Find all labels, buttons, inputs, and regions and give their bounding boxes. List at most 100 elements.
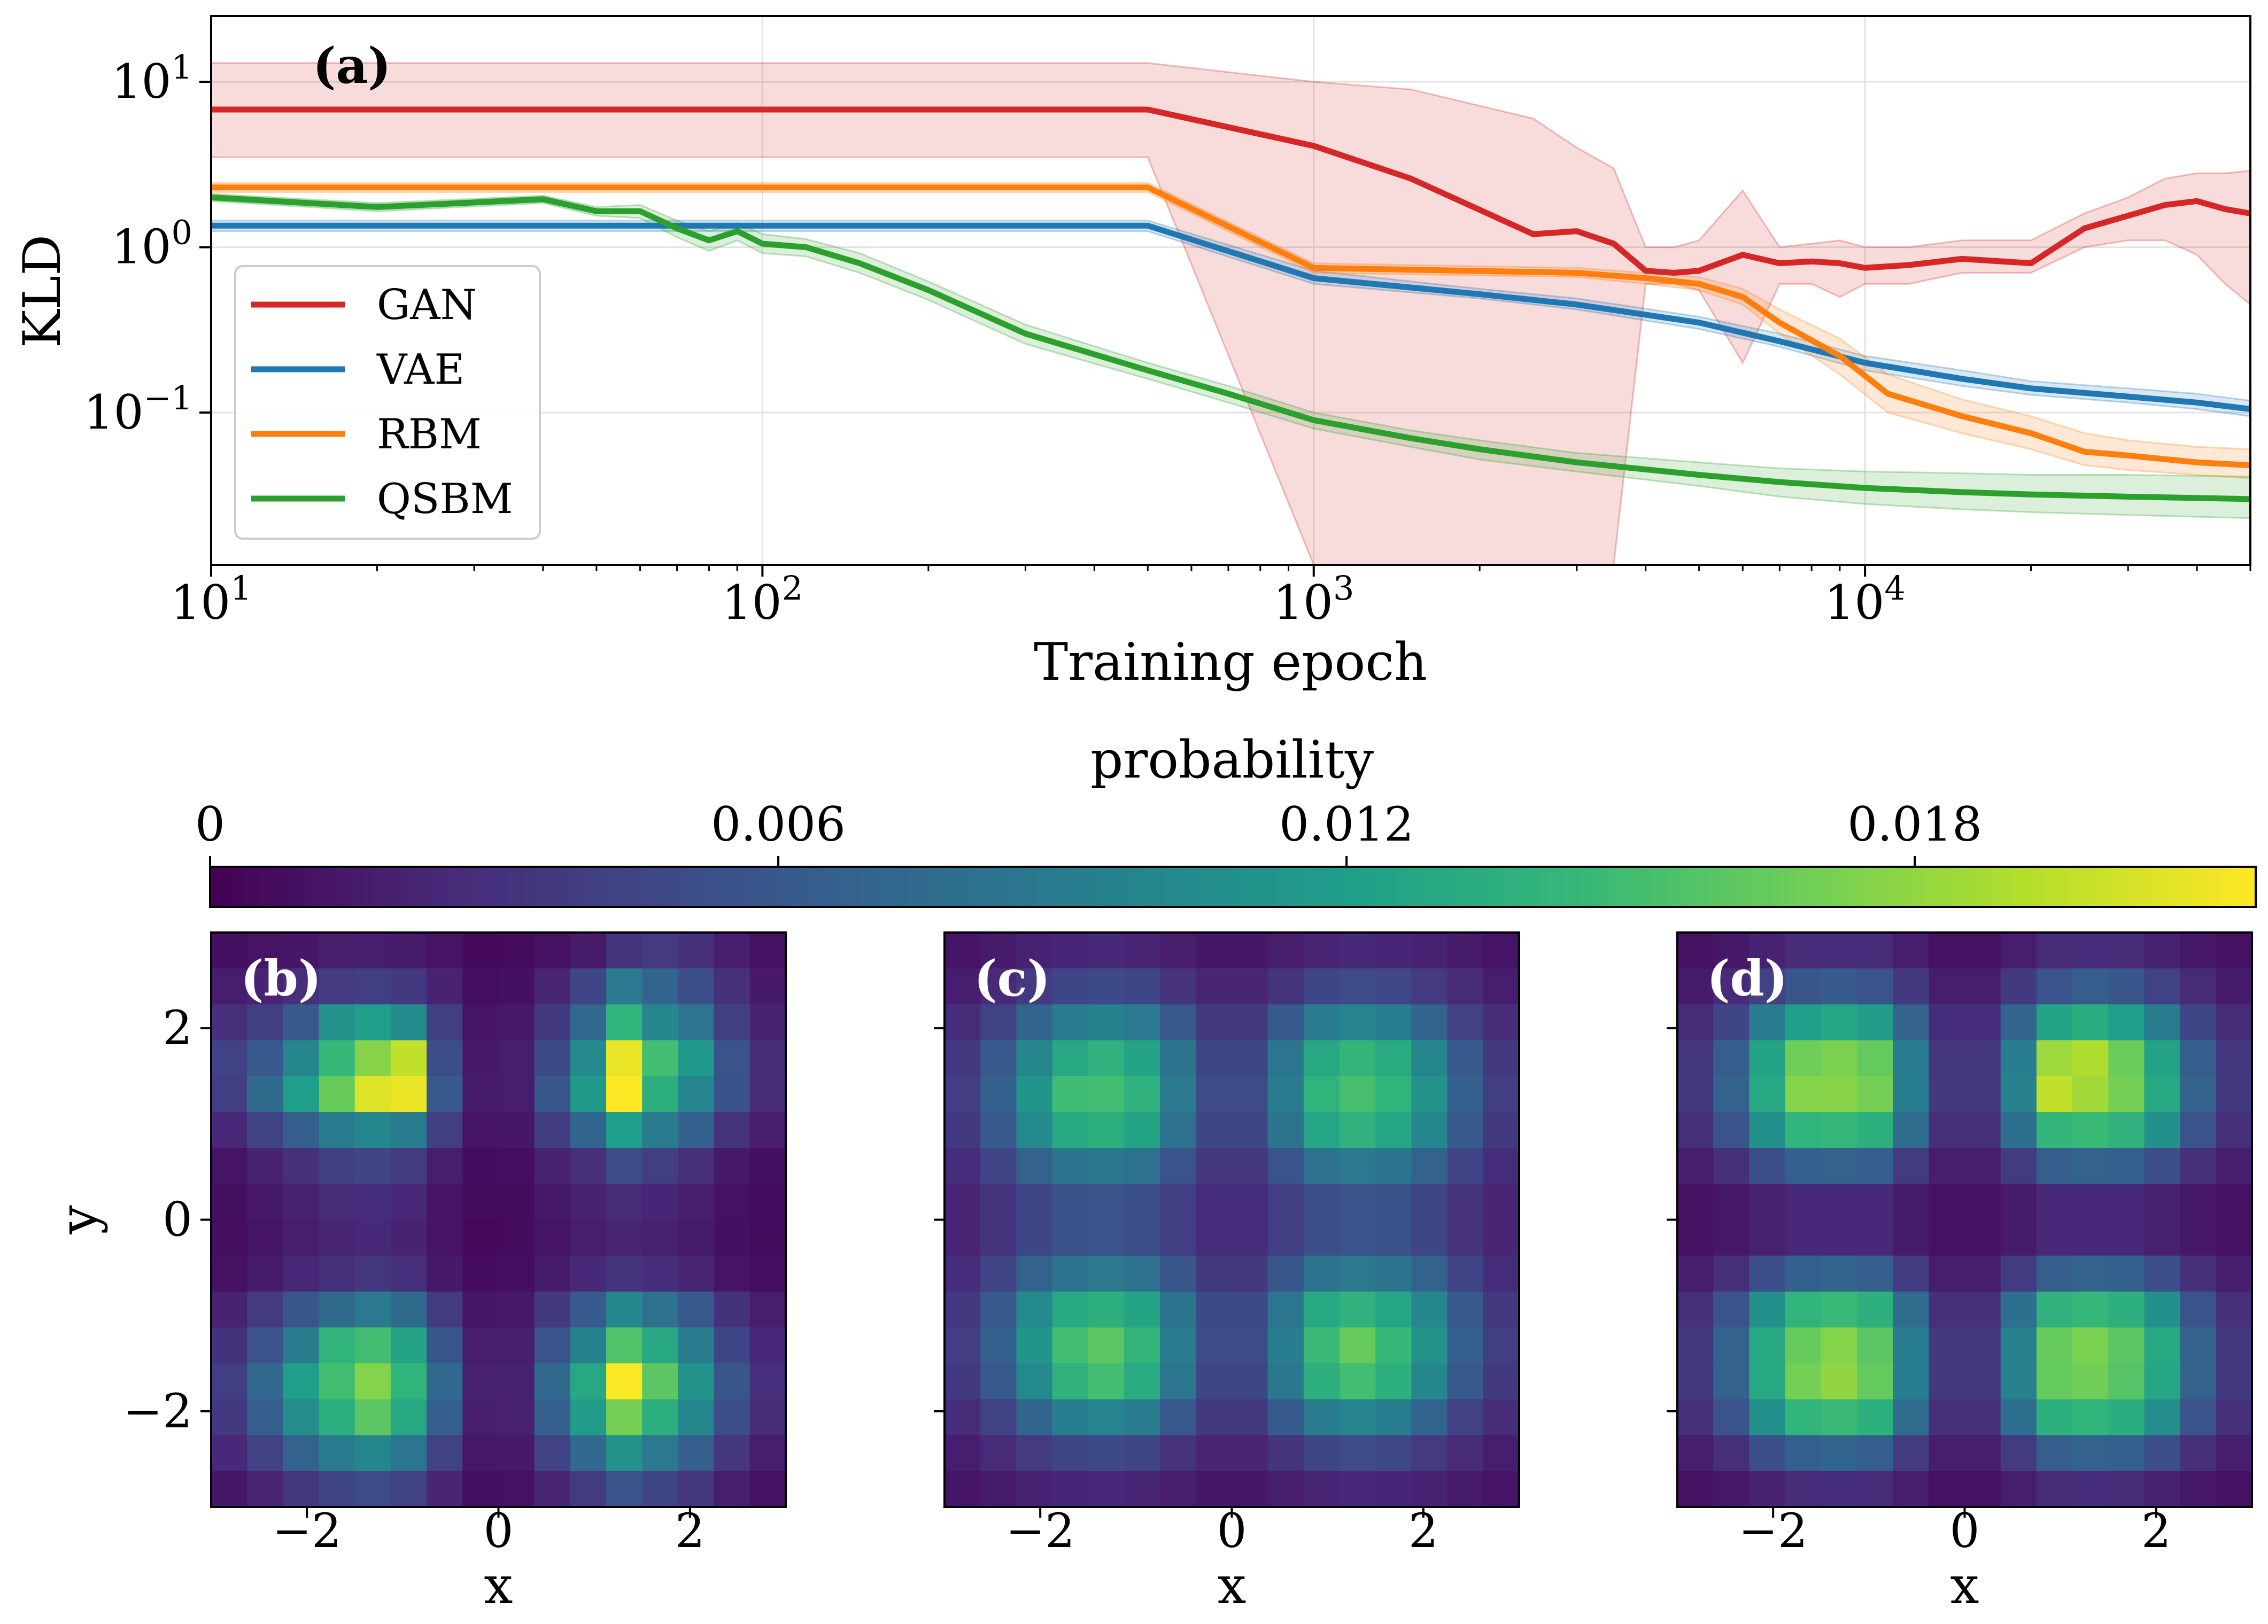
heatmap-cell <box>642 1471 679 1508</box>
heatmap-cell <box>1856 1148 1893 1185</box>
y-tick-label: −2 <box>123 1384 192 1439</box>
colorbar-segment <box>815 867 825 907</box>
heatmap-cell <box>390 1040 427 1077</box>
heatmap-cell <box>1052 1076 1089 1113</box>
heatmap-cell <box>1088 1112 1125 1148</box>
heatmap-cell <box>1088 1471 1125 1508</box>
heatmap-cell <box>1196 1399 1233 1436</box>
vae-band <box>211 220 2250 417</box>
heatmap-cell <box>390 1219 427 1256</box>
heatmap-cell <box>354 933 391 969</box>
heatmap-cell <box>1856 1219 1893 1256</box>
panel-label: (b) <box>241 950 321 1007</box>
heatmap-cell <box>945 1219 981 1256</box>
heatmap-cell <box>1447 1112 1484 1148</box>
heatmap-cell <box>1893 1040 1930 1077</box>
colorbar-segment <box>1761 867 1771 907</box>
heatmap-cell <box>1088 1219 1125 1256</box>
x-tick-label-base: 10 <box>171 575 230 630</box>
heatmap-cell <box>570 1112 607 1148</box>
colorbar-segment <box>1753 867 1762 907</box>
heatmap-cell <box>2072 1399 2109 1436</box>
heatmap-cell <box>2000 1219 2037 1256</box>
colorbar-segment <box>2221 867 2231 907</box>
heatmap-cell <box>390 1004 427 1041</box>
colorbar-segment <box>2008 867 2018 907</box>
heatmap-cell <box>283 1004 320 1041</box>
heatmap-cell <box>1052 1040 1089 1077</box>
heatmap-cell <box>1964 933 2001 969</box>
heatmap-cell <box>1340 1435 1376 1472</box>
colorbar-segment <box>789 867 799 907</box>
heatmap-cell <box>1375 1327 1412 1364</box>
heatmap-cell <box>2108 1184 2145 1221</box>
heatmap-cell <box>1785 1076 1822 1113</box>
heatmap-cell <box>1267 1435 1304 1472</box>
heatmap-cell <box>462 1399 499 1436</box>
heatmap-cell <box>1929 968 1965 1005</box>
colorbar-segment <box>1923 867 1933 907</box>
colorbar-segment <box>2247 867 2256 907</box>
heatmap-cell <box>319 1040 355 1077</box>
heatmap-cell <box>427 1219 463 1256</box>
heatmap-cell <box>283 1219 320 1256</box>
heatmap-cell <box>749 1040 786 1077</box>
heatmap-cell <box>211 1399 247 1436</box>
heatmap-cell <box>980 1435 1017 1472</box>
heatmap-cell <box>1749 968 1786 1005</box>
heatmap-cell <box>1785 1112 1822 1148</box>
colorbar-segment <box>2017 867 2026 907</box>
heatmap-cell <box>1160 968 1197 1005</box>
colorbar-segment <box>406 867 415 907</box>
heatmap-cell <box>1303 1184 1340 1221</box>
heatmap-cell <box>714 1255 750 1292</box>
colorbar-segment <box>1139 867 1149 907</box>
x-axis-label: Training epoch <box>1034 632 1427 692</box>
heatmap-cell <box>534 933 571 969</box>
heatmap-cell <box>462 1040 499 1077</box>
heatmap-cell <box>1713 1435 1750 1472</box>
heatmap-cell <box>354 1255 391 1292</box>
heatmap-cell <box>2000 1291 2037 1328</box>
heatmap-cell <box>945 1076 981 1113</box>
heatmap-panels: −2 0 2 2 0 −2 x y (b) −2 0 2 x (c) −2 0 2 x (d) <box>49 931 2253 1615</box>
colorbar-segment <box>1514 867 1523 907</box>
heatmap-cell <box>1713 1076 1750 1113</box>
heatmap-cell <box>2144 1148 2181 1185</box>
heatmap-cell <box>1160 1148 1197 1185</box>
heatmap-cell <box>2000 1435 2037 1472</box>
heatmap-cell <box>1375 1004 1412 1041</box>
heatmap-cell <box>2108 1471 2145 1508</box>
heatmap-cell <box>462 1471 499 1508</box>
heatmap-cell <box>1483 1076 1520 1113</box>
heatmap-cell <box>1411 1219 1448 1256</box>
heatmap-cell <box>1267 1184 1304 1221</box>
colorbar-segment <box>329 867 339 907</box>
heatmap-cell <box>354 1076 391 1113</box>
heatmap-cell <box>1160 1291 1197 1328</box>
heatmap-cell <box>427 1004 463 1041</box>
heatmap-cell <box>1856 1004 1893 1041</box>
heatmap-cell <box>390 968 427 1005</box>
heatmap-cell <box>1411 933 1448 969</box>
colorbar-segment <box>1148 867 1157 907</box>
heatmap-cell <box>1856 1184 1893 1221</box>
heatmap-cell <box>2036 1255 2073 1292</box>
heatmap-cell <box>980 1076 1017 1113</box>
colorbar-segment <box>295 867 305 907</box>
heatmap-cell <box>1785 1363 1822 1400</box>
heatmap-cell <box>1375 933 1412 969</box>
colorbar-segment <box>1915 867 1924 907</box>
colorbar-segment <box>1377 867 1387 907</box>
colorbar-segment <box>1429 867 1438 907</box>
heatmap-cell <box>570 1327 607 1364</box>
heatmap-cell <box>1016 1004 1053 1041</box>
colorbar-segment <box>2187 867 2197 907</box>
heatmap-cell <box>2144 1399 2181 1436</box>
heatmap-cell <box>678 1148 715 1185</box>
colorbar-segment <box>1795 867 1805 907</box>
colorbar-segment <box>994 867 1003 907</box>
heatmap-cell <box>1196 1148 1233 1185</box>
heatmap-cell <box>714 1184 750 1221</box>
heatmap-cell <box>1929 1184 1965 1221</box>
